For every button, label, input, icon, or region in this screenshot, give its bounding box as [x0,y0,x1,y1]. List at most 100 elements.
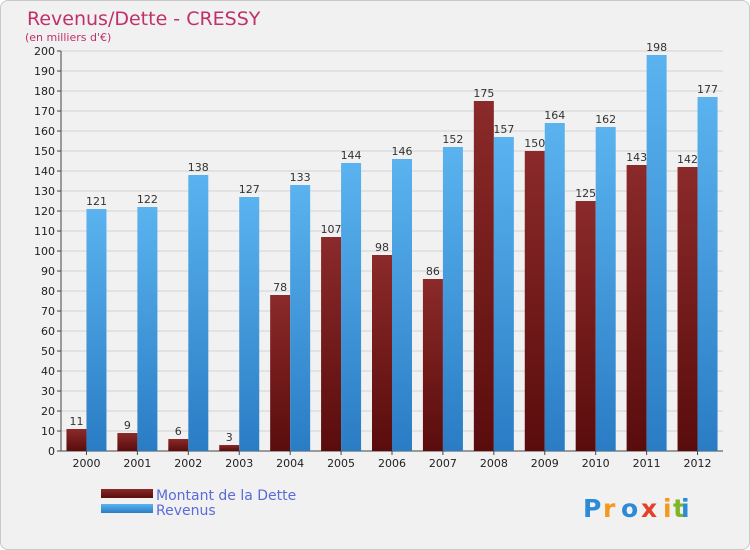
logo-letter: x [641,494,657,523]
x-tick-label: 2000 [72,457,100,470]
value-label: 198 [646,41,667,54]
x-tick-label: 2006 [378,457,406,470]
bar-revenus [341,163,362,451]
value-label: 11 [69,415,83,428]
bar-revenus [86,209,107,451]
legend-label-revenus: Revenus [156,503,216,519]
bar-revenus [290,185,311,451]
value-label: 162 [595,113,616,126]
y-tick-label: 50 [41,345,55,358]
y-tick-label: 10 [41,425,55,438]
x-tick-label: 2010 [582,457,610,470]
value-label: 146 [392,145,413,158]
bar-dette [168,439,189,451]
value-label: 3 [226,431,233,444]
value-label: 150 [524,137,545,150]
y-tick-label: 90 [41,265,55,278]
x-tick-label: 2011 [633,457,661,470]
y-tick-label: 80 [41,285,55,298]
y-tick-label: 70 [41,305,55,318]
bar-revenus [239,197,260,451]
value-label: 152 [442,133,463,146]
value-label: 125 [575,187,596,200]
y-tick-label: 170 [34,105,55,118]
bar-dette [422,279,443,451]
value-label: 6 [175,425,182,438]
value-label: 121 [86,195,107,208]
value-label: 133 [290,171,311,184]
value-labels: 11 121 9 122 6 138 3 127 78 133 107 144 98 146 86 152 17… [69,41,718,444]
logo-letter: i [663,494,672,523]
x-tick-label: 2008 [480,457,508,470]
bar-dette [66,429,87,451]
bar-dette [524,151,545,451]
x-tick-label: 2009 [531,457,559,470]
y-tick-label: 140 [34,165,55,178]
value-label: 127 [239,183,260,196]
logo-letter: t [673,494,685,523]
chart-subtitle: (en milliers d'€) [25,31,111,44]
y-tick-label: 130 [34,185,55,198]
bar-revenus [646,55,667,451]
x-tick-label: 2004 [276,457,304,470]
bar-dette [270,295,291,451]
y-tick-label: 150 [34,145,55,158]
value-label: 164 [544,109,565,122]
bar-revenus [493,137,514,451]
logo-letter: o [621,494,638,523]
bar-dette [219,445,240,451]
logo-letter: r [603,494,616,523]
bar-dette [626,165,647,451]
y-tick-label: 160 [34,125,55,138]
x-tick-label: 2012 [684,457,712,470]
chart-title: Revenus/Dette - CRESSY [27,8,261,30]
y-tick-label: 200 [34,45,55,58]
bar-revenus [392,159,412,451]
value-label: 177 [697,83,718,96]
legend: Montant de la Dette Revenus [101,488,296,519]
y-tick-label: 0 [48,445,55,458]
y-tick-label: 180 [34,85,55,98]
value-label: 107 [321,223,342,236]
bar-revenus [442,147,463,451]
value-label: 157 [493,123,514,136]
value-label: 98 [375,241,389,254]
x-tick-label: 2005 [327,457,355,470]
value-label: 175 [473,87,494,100]
y-tick-label: 110 [34,225,55,238]
value-label: 144 [341,149,362,162]
y-tick-label: 100 [34,245,55,258]
value-label: 143 [626,151,647,164]
x-tick-label: 2002 [174,457,202,470]
logo-letter: i [681,494,690,523]
value-label: 142 [677,153,698,166]
bar-revenus [137,207,158,451]
bar-dette [473,101,494,451]
y-tick-labels: 0 10 20 30 40 50 60 70 80 90 100 110 120 130 140 150 160… [34,45,55,458]
bar-dette [372,255,392,451]
logo-letter: P [583,494,601,523]
value-label: 9 [124,419,131,432]
x-tick-label: 2007 [429,457,457,470]
legend-label-debt: Montant de la Dette [156,488,296,504]
bar-dette [321,237,342,451]
bar-revenus [544,123,565,451]
value-label: 78 [273,281,287,294]
y-tick-label: 30 [41,385,55,398]
value-label: 138 [188,161,209,174]
legend-swatch-revenus [101,504,153,513]
y-tick-label: 190 [34,65,55,78]
bar-dette [117,433,138,451]
bar-dette [677,167,698,451]
y-tick-label: 60 [41,325,55,338]
bar-revenus [697,97,718,451]
legend-swatch-debt [101,489,153,498]
y-tick-label: 40 [41,365,55,378]
bar-revenus [595,127,616,451]
x-tick-label: 2001 [123,457,151,470]
bar-dette [575,201,596,451]
bar-revenus [188,175,209,451]
